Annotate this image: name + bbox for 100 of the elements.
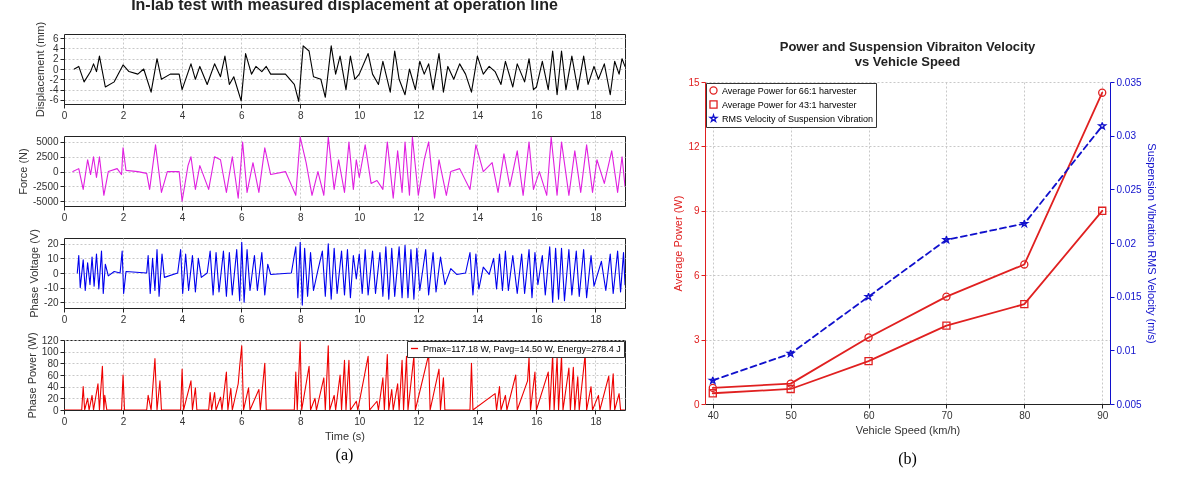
x-tick-label: 6	[238, 211, 245, 223]
x-axis-title: Vehicle Speed (km/h)	[855, 423, 961, 436]
y-tick-label: 5000	[36, 136, 59, 148]
x-tick-label: 0	[61, 313, 68, 325]
x-tick-label: 2	[120, 415, 127, 427]
chart-subtitle: vs Vehicle Speed	[854, 54, 961, 69]
text: (b)	[897, 450, 918, 468]
line-series	[72, 136, 625, 202]
x-tick-label: 18	[590, 109, 602, 121]
y-tick-label: 20	[47, 238, 59, 250]
point	[708, 389, 717, 398]
y-tick-label: -4	[49, 84, 59, 96]
point	[1098, 88, 1107, 97]
y-tick-label: 6	[52, 32, 59, 44]
y-tick-label: -20	[44, 296, 59, 308]
x-tick-label: 10	[354, 211, 366, 223]
y2-axis-title: Suspension Vibration RMS Velocity (m/s)	[1145, 143, 1158, 344]
x-tick-label: 40	[707, 409, 720, 421]
x-tick-label: 6	[238, 109, 245, 121]
legend-label: Average Power for 43:1 harvester	[722, 99, 857, 110]
point	[942, 321, 951, 330]
x-tick-label: 80	[1019, 409, 1031, 421]
x-tick-label: 14	[472, 313, 484, 325]
y-tick-label: 0	[52, 166, 59, 178]
y-tick-label: -6	[49, 94, 59, 106]
x-tick-label: 12	[413, 109, 425, 121]
point	[1020, 299, 1029, 309]
y-tick-label: 60	[47, 369, 59, 381]
point	[786, 379, 795, 388]
point	[708, 376, 717, 384]
y-tick-label: -5000	[32, 195, 59, 207]
y-tick-label: -2500	[32, 180, 59, 192]
x-tick-label: 0	[61, 109, 68, 121]
point	[942, 292, 951, 301]
y-tick-label: 10	[47, 252, 59, 264]
x-axis-title: Time (s)	[325, 429, 365, 442]
point	[1098, 206, 1107, 215]
x-tick-label: 2	[120, 313, 127, 325]
line-series	[73, 45, 625, 102]
legend-label: RMS Velocity of Suspension Vibration	[722, 113, 873, 124]
x-tick-label: 14	[472, 415, 484, 427]
x-tick-label: 18	[590, 313, 602, 325]
x-tick-label: 6	[238, 415, 245, 427]
x-tick-label: 8	[297, 313, 304, 325]
x-tick-label: 12	[413, 211, 425, 223]
y-tick-label: 4	[52, 42, 59, 54]
point	[864, 292, 873, 301]
point	[786, 384, 795, 394]
y-axis-title: Phase Power (W)	[25, 332, 38, 419]
x-tick-label: 50	[785, 409, 798, 421]
point	[864, 333, 873, 342]
x-tick-label: 10	[354, 415, 366, 427]
y-tick-label: 0	[52, 63, 59, 75]
y-tick-label: 2500	[36, 151, 59, 163]
point	[864, 356, 873, 366]
y-tick-label: 20	[47, 392, 59, 404]
line-series	[76, 241, 625, 306]
x-tick-label: 8	[297, 109, 304, 121]
y-tick-label: 2	[52, 53, 59, 65]
y-tick-label: 80	[47, 357, 59, 369]
y-tick-label: 12	[688, 140, 700, 152]
x-tick-label: 10	[354, 109, 366, 121]
y2-tick-label: 0.015	[1116, 291, 1142, 303]
y-axis-title: Force (N)	[16, 148, 29, 195]
x-tick-label: 2	[120, 211, 127, 223]
x-tick-label: 18	[590, 211, 602, 223]
x-tick-label: 16	[531, 211, 543, 223]
x-tick-label: 2	[120, 109, 127, 121]
y-tick-label: -2	[49, 73, 59, 85]
y-tick-label: 0	[52, 267, 59, 279]
point	[1020, 260, 1029, 269]
y-tick-label: 0	[693, 398, 700, 410]
x-tick-label: 8	[297, 211, 304, 223]
y-tick-label: 9	[693, 205, 700, 217]
point	[1098, 121, 1107, 130]
x-tick-label: 90	[1097, 409, 1109, 421]
point	[1020, 219, 1029, 228]
x-tick-label: 8	[297, 415, 304, 427]
x-tick-label: 4	[179, 211, 186, 223]
x-tick-label: 14	[472, 211, 484, 223]
x-tick-label: 4	[179, 313, 186, 325]
y2-tick-label: 0.025	[1116, 183, 1142, 195]
point	[708, 383, 717, 393]
text: (a)	[334, 446, 355, 464]
x-tick-label: 4	[179, 109, 186, 121]
x-tick-label: 70	[941, 409, 953, 421]
y-axis-title: Phase Voltage (V)	[28, 229, 41, 318]
y2-tick-label: 0.035	[1116, 76, 1142, 88]
x-tick-label: 16	[531, 415, 543, 427]
x-tick-label: 4	[179, 415, 186, 427]
x-tick-label: 12	[413, 415, 425, 427]
y2-tick-label: 0.02	[1116, 237, 1137, 249]
legend-label: Average Power for 66:1 harvester	[722, 85, 857, 96]
chart-title: Power and Suspension Vibraiton Velocity	[779, 39, 1037, 54]
y-tick-label: 15	[688, 76, 700, 88]
y-tick-label: 6	[693, 269, 700, 281]
y-tick-label: 100	[41, 346, 59, 358]
y2-tick-label: 0.01	[1116, 344, 1137, 356]
point	[786, 349, 795, 358]
y2-tick-label: 0.03	[1116, 130, 1137, 142]
